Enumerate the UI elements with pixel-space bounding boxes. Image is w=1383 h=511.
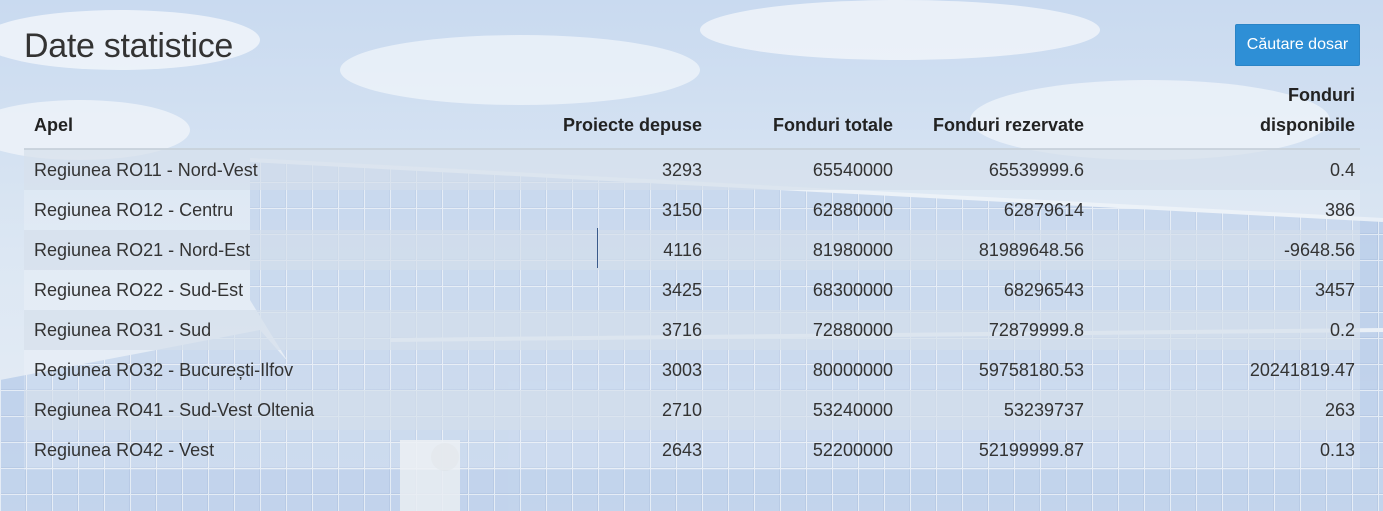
cell-fonduri-rezervate: 53239737	[1003, 399, 1084, 420]
cell-apel: Regiunea RO22 - Sud-Est	[34, 279, 244, 300]
table-row: Regiunea RO12 - Centru 3150 62880000 628…	[24, 190, 1360, 230]
cell-fonduri-totale: 72880000	[812, 319, 893, 340]
cell-fonduri-totale: 80000000	[812, 359, 893, 380]
cell-apel: Regiunea RO11 - Nord-Vest	[34, 159, 258, 180]
table-row: Regiunea RO32 - București-Ilfov 3003 800…	[24, 350, 1360, 390]
cell-proiecte-depuse: 3716	[661, 319, 702, 340]
cell-fonduri-totale: 81980000	[812, 239, 893, 260]
cell-fonduri-rezervate: 62879614	[1003, 199, 1084, 220]
table-row: Regiunea RO42 - Vest 2643 52200000 52199…	[24, 430, 1360, 470]
header-apel: Apel	[34, 115, 74, 135]
cell-fonduri-rezervate: 72879999.8	[988, 319, 1084, 340]
cell-proiecte-depuse: 4116	[663, 239, 702, 260]
cell-apel: Regiunea RO32 - București-Ilfov	[34, 359, 294, 380]
cell-fonduri-rezervate: 65539999.6	[988, 159, 1084, 180]
cell-proiecte-depuse: 3003	[661, 359, 702, 380]
table-row: Regiunea RO11 - Nord-Vest 3293 65540000 …	[24, 149, 1360, 190]
cell-proiecte-depuse: 2710	[661, 399, 702, 420]
cell-proiecte-depuse: 3425	[661, 279, 702, 300]
header-fonduri-disponibile-line1: Fonduri	[1288, 85, 1355, 105]
cell-proiecte-depuse: 2643	[661, 439, 702, 460]
cell-fonduri-rezervate: 52199999.87	[978, 439, 1084, 460]
cell-fonduri-rezervate: 81989648.56	[978, 239, 1084, 260]
table-row: Regiunea RO21 - Nord-Est 4116 81980000 8…	[24, 230, 1360, 270]
table-header: Apel Proiecte depuse Fonduri totale Fond…	[24, 80, 1360, 149]
cell-apel: Regiunea RO31 - Sud	[34, 319, 212, 340]
cell-apel: Regiunea RO12 - Centru	[34, 199, 234, 220]
header-fonduri-rezervate: Fonduri rezervate	[932, 115, 1084, 135]
header-fonduri-disponibile: Fonduri disponibile	[1089, 80, 1360, 149]
cell-fonduri-totale: 52200000	[812, 439, 893, 460]
page-title: Date statistice	[24, 27, 234, 65]
cell-fonduri-disponibile: 20241819.47	[1249, 359, 1355, 380]
cell-fonduri-disponibile: 263	[1324, 399, 1355, 420]
cell-fonduri-disponibile: 0.2	[1329, 319, 1355, 340]
statistics-table: Apel Proiecte depuse Fonduri totale Fond…	[24, 80, 1360, 470]
search-dossier-button[interactable]: Căutare dosar	[1235, 24, 1360, 66]
cell-apel: Regiunea RO41 - Sud-Vest Oltenia	[34, 399, 315, 420]
table-row: Regiunea RO22 - Sud-Est 3425 68300000 68…	[24, 270, 1360, 310]
table-body: Regiunea RO11 - Nord-Vest 3293 65540000 …	[24, 149, 1360, 470]
header-fonduri-totale: Fonduri totale	[773, 115, 893, 135]
cell-apel: Regiunea RO21 - Nord-Est	[34, 239, 251, 260]
cell-fonduri-disponibile: 0.4	[1329, 159, 1355, 180]
cell-fonduri-totale: 65540000	[812, 159, 893, 180]
text-cursor	[597, 228, 598, 268]
cell-fonduri-disponibile: -9648.56	[1283, 239, 1355, 260]
cell-fonduri-disponibile: 386	[1324, 199, 1355, 220]
cell-fonduri-disponibile: 0.13	[1319, 439, 1355, 460]
cell-apel: Regiunea RO42 - Vest	[34, 439, 215, 460]
cell-fonduri-totale: 68300000	[812, 279, 893, 300]
cell-fonduri-rezervate: 68296543	[1003, 279, 1084, 300]
table-header-row: Apel Proiecte depuse Fonduri totale Fond…	[24, 80, 1360, 149]
cell-proiecte-depuse: 3293	[661, 159, 702, 180]
cell-proiecte-depuse: 3150	[661, 199, 702, 220]
cell-fonduri-disponibile: 3457	[1314, 279, 1355, 300]
table-row: Regiunea RO31 - Sud 3716 72880000 728799…	[24, 310, 1360, 350]
cell-fonduri-totale: 62880000	[812, 199, 893, 220]
cell-fonduri-rezervate: 59758180.53	[978, 359, 1084, 380]
table-row: Regiunea RO41 - Sud-Vest Oltenia 2710 53…	[24, 390, 1360, 430]
cell-fonduri-totale: 53240000	[812, 399, 893, 420]
header-proiecte-depuse: Proiecte depuse	[562, 115, 702, 135]
header-fonduri-disponibile-line2: disponibile	[1259, 115, 1355, 135]
